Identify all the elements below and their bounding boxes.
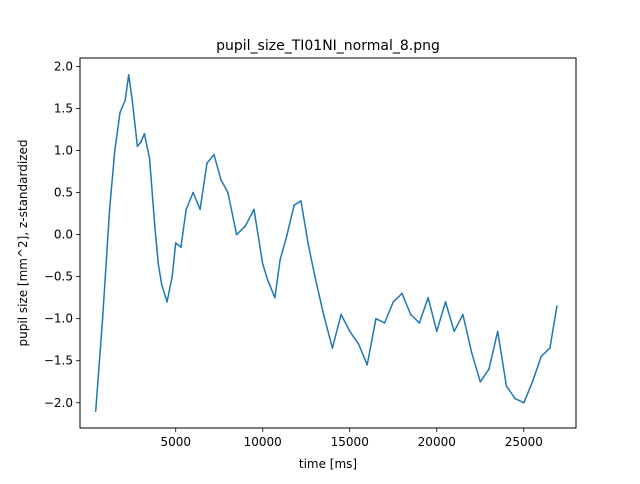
data-point xyxy=(279,259,281,261)
x-tick-label: 15000 xyxy=(331,435,369,449)
data-point xyxy=(119,111,121,114)
data-point xyxy=(331,347,334,349)
data-point xyxy=(479,380,482,383)
data-point xyxy=(470,351,473,354)
data-point xyxy=(549,347,551,349)
data-point xyxy=(427,296,429,299)
data-point xyxy=(154,225,156,227)
data-point xyxy=(505,385,508,387)
data-point xyxy=(453,330,455,333)
data-point xyxy=(488,368,490,370)
data-point xyxy=(213,153,215,156)
y-tick-label: 1.5 xyxy=(54,101,73,115)
y-tick-label: 2.0 xyxy=(54,59,73,73)
data-point xyxy=(180,246,182,249)
data-point xyxy=(227,191,229,194)
data-point xyxy=(101,317,104,320)
data-point xyxy=(274,296,276,299)
data-point xyxy=(157,263,160,265)
data-point xyxy=(286,233,288,236)
data-point xyxy=(462,313,464,316)
chart-title: pupil_size_TI01NI_normal_8.png xyxy=(216,38,440,54)
data-point xyxy=(340,313,342,316)
data-point xyxy=(114,149,116,152)
y-axis-label: pupil size [mm^2], z-standardized xyxy=(16,140,30,347)
data-point xyxy=(293,204,295,206)
data-point xyxy=(514,397,516,400)
axes-frame xyxy=(79,57,577,429)
plot-area xyxy=(94,74,558,412)
data-point xyxy=(322,313,325,316)
data-point xyxy=(348,330,351,333)
x-tick-label: 5000 xyxy=(160,435,191,449)
data-point xyxy=(253,208,255,211)
data-point xyxy=(418,322,421,324)
data-point xyxy=(192,191,194,194)
data-point xyxy=(496,330,499,333)
data-point xyxy=(206,162,208,164)
data-point xyxy=(108,208,111,211)
data-point xyxy=(127,74,130,76)
data-point xyxy=(375,317,377,320)
data-point xyxy=(136,145,139,148)
y-tick-label: 1.0 xyxy=(54,144,73,158)
data-point xyxy=(401,292,403,295)
data-point xyxy=(409,313,412,316)
series-line xyxy=(94,74,558,412)
data-point xyxy=(392,301,395,303)
data-point xyxy=(300,200,302,202)
data-point xyxy=(267,280,269,282)
data-point xyxy=(531,380,534,383)
data-point xyxy=(94,410,97,412)
y-tick-label: 0.0 xyxy=(54,228,73,242)
y-tick-label: −1.5 xyxy=(44,354,73,368)
data-point xyxy=(171,275,174,278)
data-point xyxy=(540,355,542,358)
y-tick-label: −0.5 xyxy=(44,270,73,284)
data-point xyxy=(522,401,525,404)
y-axis: −2.0 −1.5 −1.0 −0.5 0.0 0.5 1.0 1.5 2.0 xyxy=(44,59,80,410)
x-axis: 5000 10000 15000 20000 25000 xyxy=(160,428,543,449)
data-point xyxy=(235,233,238,236)
data-point xyxy=(307,242,309,244)
data-point xyxy=(140,141,142,143)
data-point xyxy=(124,99,127,101)
data-point xyxy=(383,322,386,324)
data-point xyxy=(261,263,264,265)
data-point xyxy=(160,284,163,286)
data-point xyxy=(435,330,438,333)
data-point xyxy=(174,242,177,244)
data-point xyxy=(314,275,316,278)
data-point xyxy=(366,364,368,366)
y-tick-label: 0.5 xyxy=(54,186,73,200)
x-axis-label: time [ms] xyxy=(299,457,357,471)
data-point xyxy=(244,225,247,227)
x-tick-label: 25000 xyxy=(505,435,543,449)
y-tick-label: −1.0 xyxy=(44,312,73,326)
data-point xyxy=(166,301,168,303)
data-point xyxy=(143,132,146,135)
data-point xyxy=(556,305,558,307)
y-tick-label: −2.0 xyxy=(44,396,73,410)
data-point xyxy=(444,301,447,303)
data-point xyxy=(220,179,222,181)
x-tick-label: 20000 xyxy=(418,435,456,449)
data-point xyxy=(131,99,134,101)
data-point xyxy=(185,208,187,211)
data-point xyxy=(357,343,360,345)
x-tick-label: 10000 xyxy=(244,435,282,449)
data-point xyxy=(199,208,201,211)
data-point xyxy=(148,158,151,160)
